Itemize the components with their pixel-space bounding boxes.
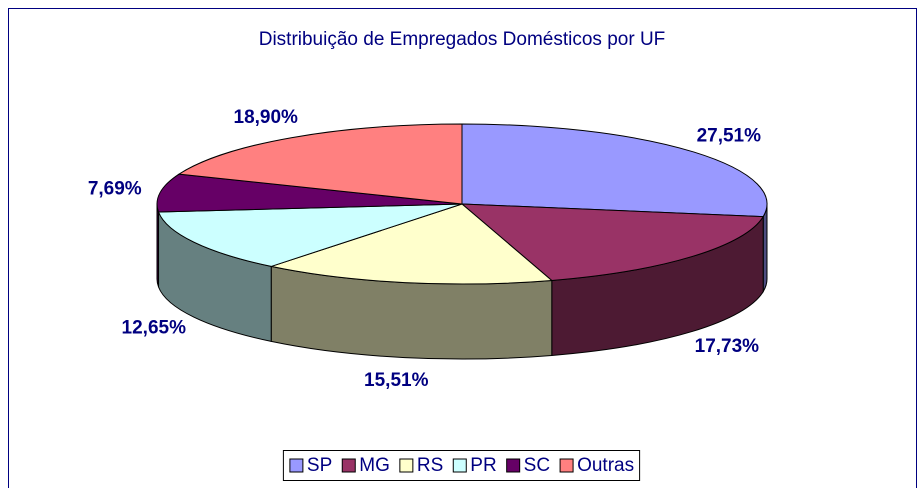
slice [460,203,765,281]
legend-swatch [289,458,304,473]
slice-side [762,203,768,294]
slice [156,173,463,213]
legend-label: SP [307,455,332,476]
legend-swatch [341,458,356,473]
chart-title: Distribuição de Empregados Domésticos po… [259,29,666,50]
legend-item: PR [452,455,497,476]
legend-swatch [506,458,521,473]
legend-label: MG [359,455,390,476]
slice-side [156,203,160,288]
data-label: 18,90% [234,107,299,128]
legend-label: SC [524,455,550,476]
data-label: 15,51% [364,370,429,391]
legend: SP MG RS PR SC Outras [289,455,634,476]
legend-item: RS [399,455,443,476]
data-label: 7,69% [88,178,142,199]
legend-item: Outras [559,455,634,476]
legend-item: SP [289,455,332,476]
legend-swatch [559,458,574,473]
legend-label: Outras [577,455,634,476]
data-label: 12,65% [122,318,187,339]
slice [461,123,768,218]
legend-item: MG [341,455,390,476]
legend-swatch [399,458,414,473]
legend-item: SC [506,455,550,476]
pie: 27,51% 17,73% 15,51% 12,65% 7,69% 18,90% [88,107,768,391]
legend-swatch [452,458,467,473]
slice [157,203,463,267]
legend-label: RS [417,455,443,476]
data-label: 27,51% [697,126,762,147]
slice [269,203,554,285]
legend-label: PR [470,455,496,476]
data-label: 17,73% [695,336,760,357]
slice [177,123,463,205]
